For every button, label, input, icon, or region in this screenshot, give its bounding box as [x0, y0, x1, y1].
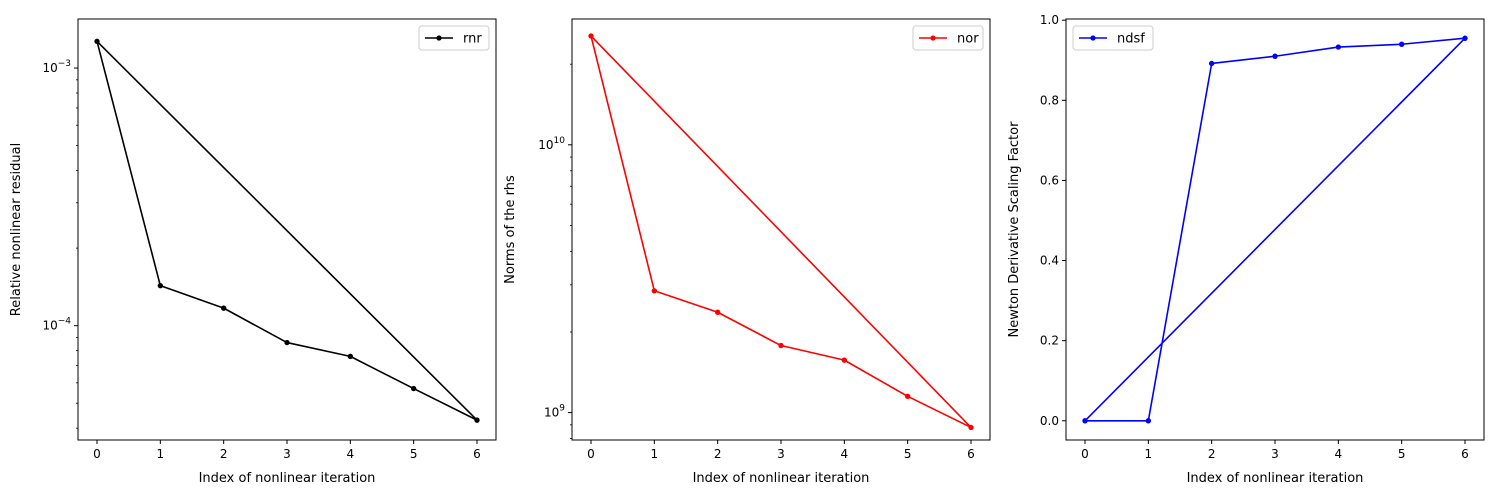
data-point-ndsf-10	[1272, 53, 1278, 59]
legend-label-ndsf: ndsf	[1117, 32, 1145, 47]
data-point-ndsf-13	[1462, 35, 1468, 41]
data-point-nor-13	[968, 424, 974, 431]
chart-panel-3: 0 1 2 3 4 5 6 0.0 0.2 0.4 0.6 0.8 1.0 Index of nonlin…	[1007, 13, 1485, 486]
data-point-rnr-8	[157, 283, 163, 289]
y-axis-label: Relative nonlinear residual	[9, 143, 24, 316]
series-line-ndsf	[1084, 37, 1466, 422]
y-axis-label: Newton Derivative Scaling Factor	[1007, 121, 1022, 338]
legend-marker-nor	[930, 35, 936, 41]
x-tick-label-3: 3	[777, 447, 785, 461]
y-tick-label-1: 0.2	[1040, 334, 1059, 348]
chart-panel-2: 0 1 2 3 4 5 6 1010 109 Index of nonlinear iterati…	[503, 18, 991, 486]
series-line-nor	[590, 35, 972, 429]
axes-frame	[571, 18, 991, 441]
data-point-nor-7	[588, 33, 594, 39]
legend: rnr	[418, 25, 490, 51]
x-tick-label-4: 4	[347, 447, 355, 461]
data-point-rnr-10	[284, 339, 290, 346]
data-point-rnr-11	[347, 353, 353, 359]
y-tick-label-0: 0.0	[1040, 414, 1059, 428]
data-point-nor-9	[715, 309, 721, 315]
y-axis-label: Norms of the rhs	[503, 175, 518, 284]
data-point-nor-11	[841, 357, 847, 363]
data-point-ndsf-9	[1209, 60, 1215, 67]
x-tick-label-5: 5	[904, 447, 912, 461]
legend: nor	[912, 25, 984, 51]
x-axis-label: Index of nonlinear iteration	[199, 471, 376, 486]
x-tick-label-0: 0	[587, 447, 595, 461]
legend: ndsf	[1072, 25, 1154, 51]
legend-box	[418, 25, 490, 51]
data-point-ndsf-12	[1399, 41, 1405, 47]
x-axis-label: Index of nonlinear iteration	[693, 471, 870, 486]
y-tick-label-1: 109	[544, 404, 565, 420]
legend-box	[1072, 25, 1154, 51]
x-tick-label-6: 6	[1461, 447, 1469, 461]
x-tick-label-2: 2	[220, 447, 228, 461]
x-tick-label-5: 5	[410, 447, 418, 461]
data-point-ndsf-7	[1082, 418, 1088, 424]
data-point-nor-10	[778, 342, 784, 349]
y-tick-label-5: 1.0	[1040, 13, 1059, 27]
data-point-nor-12	[905, 393, 911, 399]
y-tick-label-4: 0.8	[1040, 93, 1059, 107]
y-tick-label-0: 1010	[538, 136, 565, 152]
y-tick-label-0: 10−3	[42, 59, 71, 75]
x-tick-label-2: 2	[714, 447, 722, 461]
x-tick-label-1: 1	[651, 447, 659, 461]
x-axis-label: Index of nonlinear iteration	[1187, 471, 1364, 486]
x-tick-label-5: 5	[1398, 447, 1406, 461]
data-point-rnr-12	[411, 385, 417, 392]
chart-panel-1: 0 1 2 3 4 5 6 10−3 10−4 Index of nonlinear iterat…	[9, 18, 497, 486]
y-tick-label-1: 10−4	[42, 317, 71, 333]
x-tick-label-3: 3	[283, 447, 291, 461]
x-tick-label-0: 0	[1081, 447, 1089, 461]
series-line-rnr	[96, 40, 478, 421]
data-point-rnr-13	[474, 417, 480, 423]
x-tick-label-1: 1	[1145, 447, 1153, 461]
data-point-nor-8	[651, 288, 657, 294]
x-tick-label-4: 4	[841, 447, 849, 461]
x-tick-label-4: 4	[1335, 447, 1343, 461]
legend-marker-rnr	[436, 35, 442, 41]
legend-label-rnr: rnr	[463, 32, 482, 47]
x-tick-label-0: 0	[93, 447, 101, 461]
y-tick-label-2: 0.4	[1040, 254, 1059, 268]
x-tick-label-2: 2	[1208, 447, 1216, 461]
data-point-rnr-7	[94, 38, 100, 44]
data-point-ndsf-8	[1145, 418, 1151, 424]
x-tick-label-3: 3	[1271, 447, 1279, 461]
legend-label-nor: nor	[957, 32, 979, 47]
legend-box	[912, 25, 984, 51]
x-tick-label-6: 6	[967, 447, 975, 461]
data-point-rnr-9	[221, 305, 227, 311]
legend-marker-ndsf	[1090, 35, 1096, 41]
x-tick-label-1: 1	[157, 447, 165, 461]
y-tick-label-3: 0.6	[1040, 173, 1059, 187]
data-point-ndsf-11	[1335, 44, 1341, 50]
x-tick-label-6: 6	[473, 447, 481, 461]
